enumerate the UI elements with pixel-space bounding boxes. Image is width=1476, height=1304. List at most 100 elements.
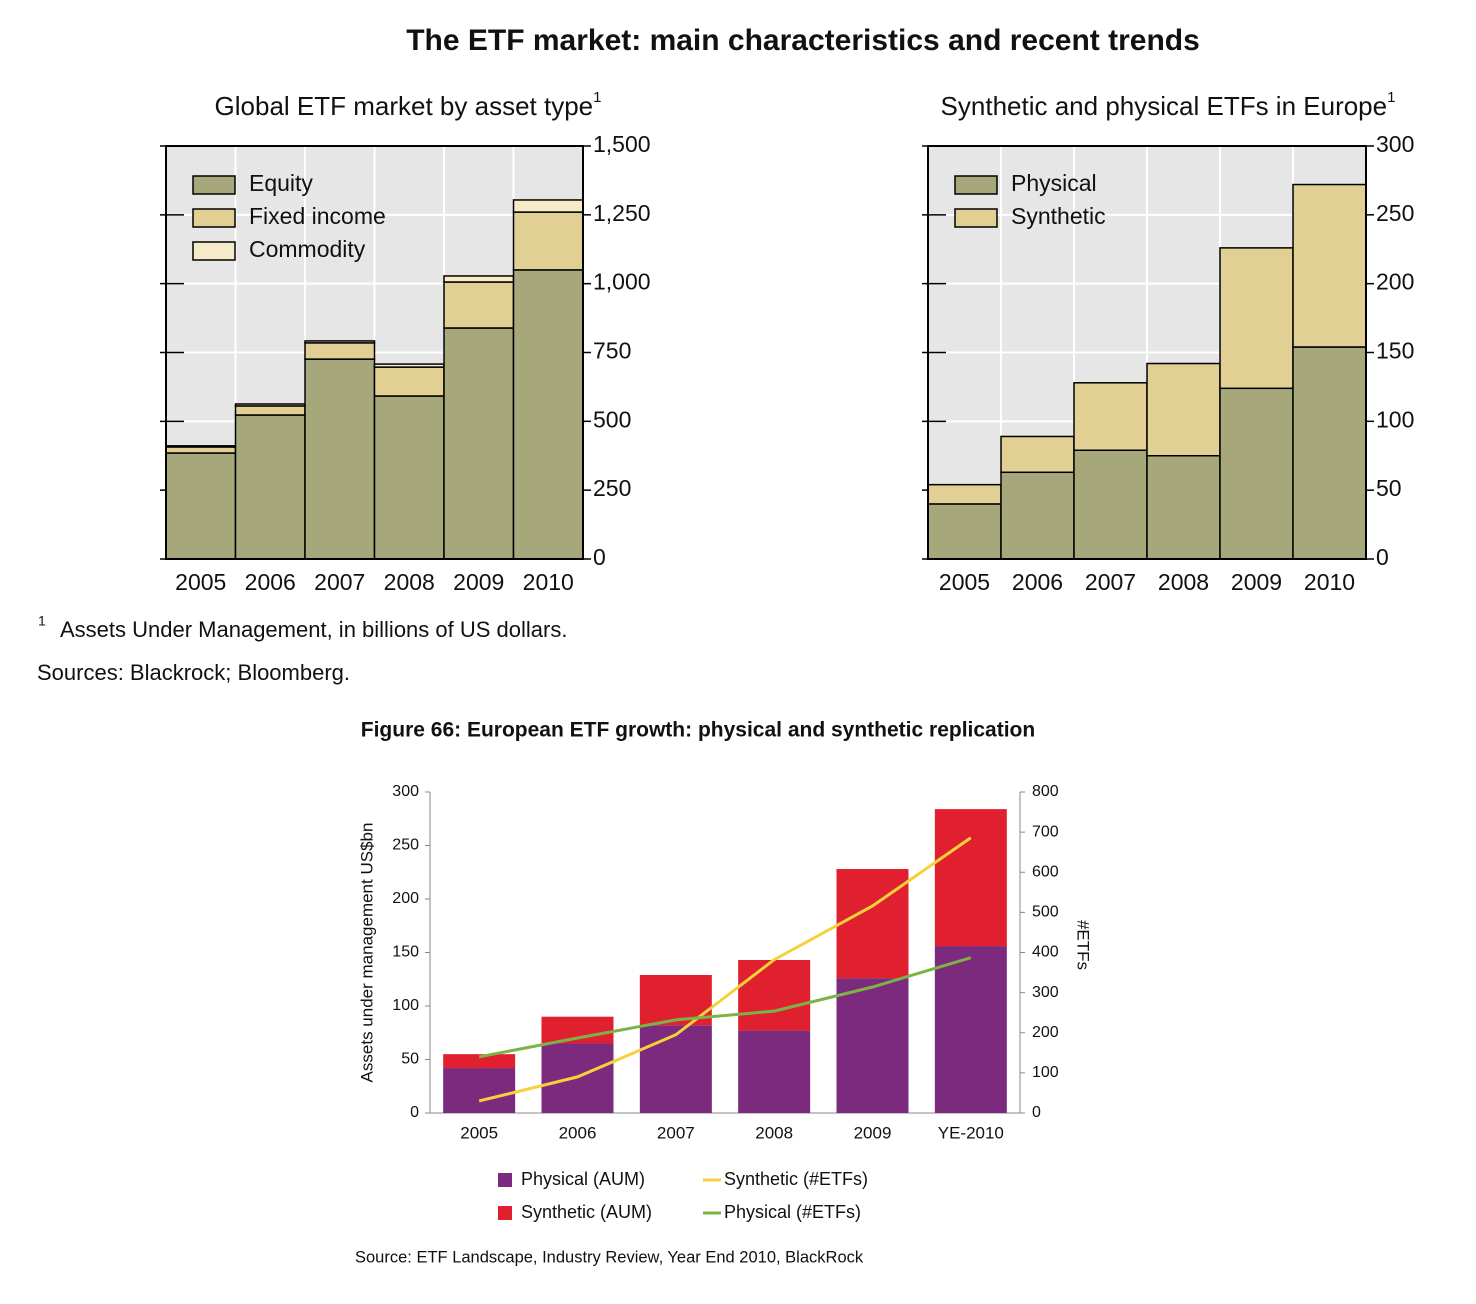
legend-swatch (954, 175, 998, 195)
plot-frame (165, 145, 584, 560)
legend-swatch (498, 1206, 512, 1220)
y2-tick-label: 600 (1032, 863, 1059, 880)
bar-segment (1219, 247, 1294, 390)
x-tick-label: 2009 (453, 569, 504, 595)
bar-segment (443, 275, 515, 283)
bar-segment (1000, 435, 1075, 474)
x-tick-label: 2008 (1158, 569, 1209, 595)
x-tick-label: 2009 (1231, 569, 1282, 595)
y2-tick-label: 500 (1032, 904, 1059, 921)
legend-swatch (192, 241, 236, 261)
chart-title: Global ETF market by asset type1 (215, 89, 602, 121)
bar-segment (836, 978, 909, 1113)
figure-source: Source: ETF Landscape, Industry Review, … (355, 1248, 864, 1266)
bar-segment (165, 446, 237, 454)
x-tick-label: 2006 (559, 1123, 597, 1142)
legend-swatch (192, 175, 236, 195)
y-tick-label: 200 (392, 890, 419, 907)
bar-segment (1073, 449, 1148, 560)
y-tick-label: 100 (1376, 406, 1414, 432)
legend-swatch (192, 208, 236, 228)
x-tick-label: 2006 (1012, 569, 1063, 595)
y-tick-label: 250 (392, 837, 419, 854)
y-tick-label: 1,000 (593, 269, 651, 295)
bar-segment (304, 358, 376, 560)
legend-label: Physical (1011, 170, 1097, 196)
bar-segment (1219, 387, 1294, 560)
y-tick-label: 150 (1376, 338, 1414, 364)
bar-segment (234, 414, 306, 560)
bar-segment (234, 403, 306, 407)
x-tick-label: 2009 (854, 1123, 892, 1142)
bar-segment (1292, 183, 1367, 348)
bar-segment (738, 959, 811, 1031)
y2-tick-label: 800 (1032, 783, 1059, 800)
y2-tick-label: 400 (1032, 944, 1059, 961)
y-axis-label: Assets under management US$bn (357, 823, 376, 1083)
x-tick-label: 2005 (939, 569, 990, 595)
bar-segment (836, 869, 909, 979)
y2-tick-label: 100 (1032, 1064, 1059, 1081)
y-tick-label: 250 (593, 475, 631, 501)
legend-swatch (954, 208, 998, 228)
legend-label: Synthetic (#ETFs) (724, 1169, 868, 1189)
bar-segment (304, 340, 376, 344)
y-tick-label: 100 (392, 997, 419, 1014)
footnote-marker: 1 (38, 613, 46, 629)
legend-label: Synthetic (1011, 203, 1106, 229)
bar-segment (165, 445, 237, 448)
page-title: The ETF market: main characteristics and… (406, 24, 1200, 57)
bar-segment (927, 503, 1002, 560)
x-tick-label: 2008 (384, 569, 435, 595)
bar-segment (304, 342, 376, 360)
y2-axis-label: #ETFs (1074, 920, 1093, 970)
x-tick-label: 2006 (245, 569, 296, 595)
bar-segment (443, 1068, 516, 1113)
y-tick-label: 250 (1376, 200, 1414, 226)
x-tick-label: 2010 (1304, 569, 1355, 595)
y2-tick-label: 300 (1032, 984, 1059, 1001)
y-tick-label: 0 (1376, 544, 1389, 570)
bar-segment (512, 211, 584, 271)
chart-title-marker: 1 (593, 89, 601, 106)
bar-segment (512, 269, 584, 560)
y-tick-label: 1,250 (593, 200, 651, 226)
bar-segment (234, 405, 306, 416)
x-tick-label: 2005 (175, 569, 226, 595)
legend-label: Physical (#ETFs) (724, 1202, 861, 1222)
y2-tick-label: 0 (1032, 1104, 1041, 1121)
chart-title-text: Synthetic and physical ETFs in Europe (941, 91, 1388, 121)
x-tick-label: YE-2010 (938, 1123, 1004, 1142)
x-tick-label: 2007 (1085, 569, 1136, 595)
bar-segment (1000, 471, 1075, 560)
chart-title-marker: 1 (1387, 89, 1395, 106)
y-tick-label: 750 (593, 338, 631, 364)
bar-segment (512, 199, 584, 213)
bar-segment (639, 1025, 712, 1113)
legend-label: Synthetic (AUM) (521, 1202, 652, 1222)
y-tick-label: 50 (401, 1051, 419, 1068)
x-tick-label: 2005 (460, 1123, 498, 1142)
bar-segment (443, 327, 515, 560)
x-tick-label: 2010 (523, 569, 574, 595)
y-tick-label: 300 (392, 783, 419, 800)
y-tick-label: 50 (1376, 475, 1402, 501)
legend-label: Fixed income (249, 203, 386, 229)
bar-segment (1146, 362, 1221, 457)
figure-title: Figure 66: European ETF growth: physical… (361, 719, 1035, 742)
footnote: Assets Under Management, in billions of … (60, 617, 567, 642)
bar-segment (373, 395, 445, 560)
legend-label: Physical (AUM) (521, 1169, 645, 1189)
chart-title: Synthetic and physical ETFs in Europe1 (941, 89, 1396, 121)
x-tick-label: 2007 (657, 1123, 695, 1142)
line-series (478, 956, 972, 1059)
line-series (478, 836, 972, 1103)
y-tick-label: 150 (392, 944, 419, 961)
y2-tick-label: 200 (1032, 1024, 1059, 1041)
y-tick-label: 200 (1376, 269, 1414, 295)
y-tick-label: 1,500 (593, 131, 651, 157)
bar-segment (927, 483, 1002, 505)
bar-segment (934, 809, 1007, 947)
bar-segment (738, 1030, 811, 1113)
